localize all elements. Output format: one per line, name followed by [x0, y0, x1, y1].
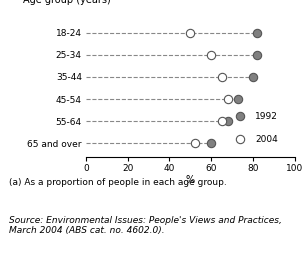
Text: Source: Environmental Issues: People's Views and Practices,
March 2004 (ABS cat.: Source: Environmental Issues: People's V…: [9, 216, 282, 235]
Text: Age group (years): Age group (years): [23, 0, 111, 5]
Text: 1992: 1992: [255, 112, 278, 121]
Text: 2004: 2004: [255, 134, 278, 144]
Text: (a) As a proportion of people in each age group.: (a) As a proportion of people in each ag…: [9, 178, 227, 187]
X-axis label: %: %: [186, 175, 195, 185]
